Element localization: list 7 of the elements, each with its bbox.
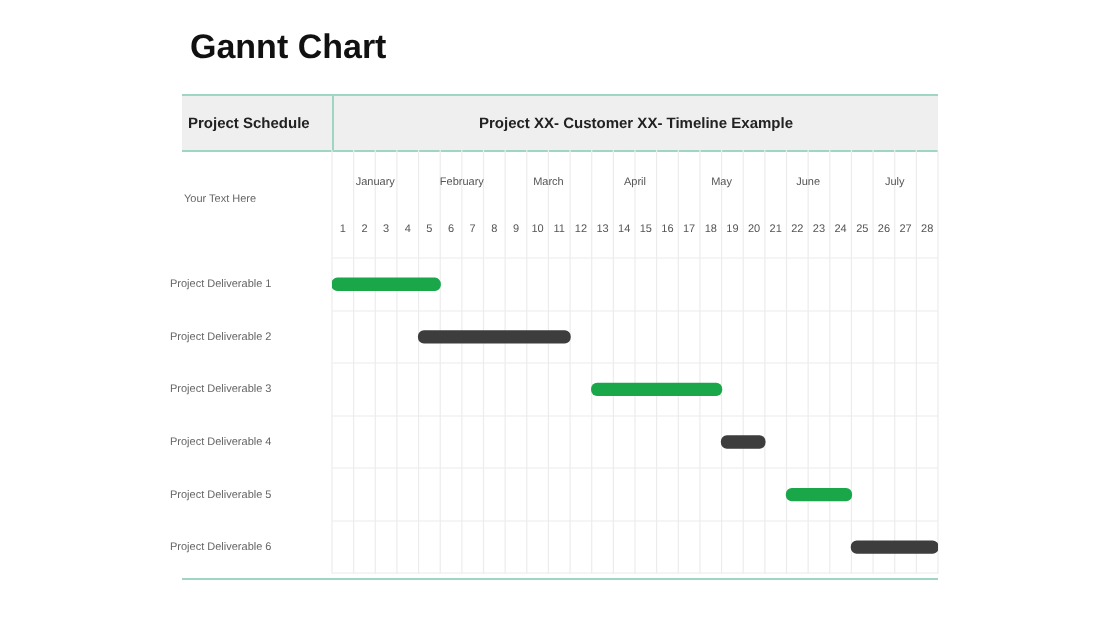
bar <box>332 277 441 291</box>
bar <box>850 540 938 554</box>
bar <box>591 382 723 397</box>
bar <box>785 487 853 502</box>
bar <box>720 435 766 449</box>
bar <box>417 330 571 344</box>
chart-title: Gannt Chart <box>190 28 387 68</box>
